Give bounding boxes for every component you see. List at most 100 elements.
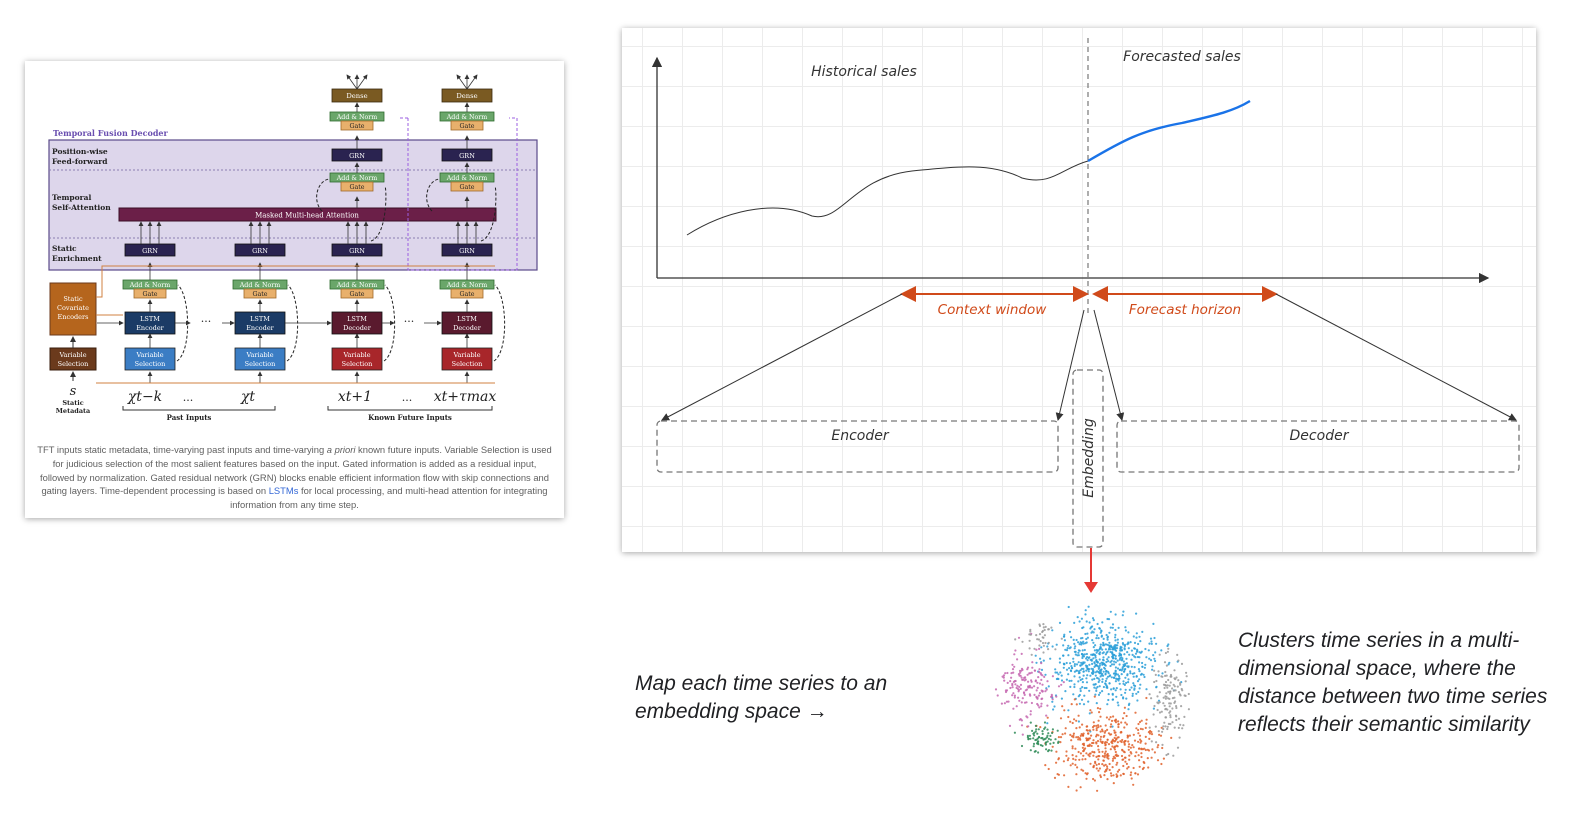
- gate-label: Gate: [459, 123, 474, 130]
- dense-label: Dense: [346, 92, 367, 100]
- skip-connection: [493, 284, 506, 362]
- gate-block: [340, 288, 374, 299]
- vs-label: Variable: [135, 351, 163, 359]
- decoder-box: [1116, 420, 1520, 473]
- vs-label: Selection: [245, 360, 276, 368]
- forecast-sketch: Historical sales Forecasted sales Contex…: [651, 38, 1520, 548]
- forecast-curve: [1087, 99, 1251, 163]
- dense-label: Dense: [456, 92, 477, 100]
- vs-label: Selection: [342, 360, 373, 368]
- gate-block: [340, 181, 374, 192]
- gate-label: Gate: [142, 291, 157, 298]
- layer-label: Static: [52, 244, 77, 253]
- embedding-box: [1072, 369, 1104, 548]
- static-metadata-label-2: Metadata: [56, 407, 91, 415]
- gate-label: Gate: [459, 184, 474, 191]
- caption-text: known future inputs. Variable Selection …: [40, 444, 552, 497]
- grn-label: GRN: [459, 152, 475, 160]
- layer-label: Temporal: [52, 193, 91, 202]
- grn-label: GRN: [459, 247, 475, 255]
- grn-label: GRN: [349, 152, 365, 160]
- embedding-to-scatter-arrow: [1084, 548, 1098, 593]
- forecast-sketch-card: Historical sales Forecasted sales Contex…: [622, 28, 1536, 552]
- static-covariate-encoders: [49, 282, 97, 336]
- encoder-box: [656, 420, 1059, 473]
- decoder-title: Temporal Fusion Decoder: [53, 128, 168, 138]
- skip-connection: [316, 178, 330, 212]
- embedding-label: Embedding: [1081, 418, 1097, 498]
- lstm-dots: ···: [404, 315, 415, 328]
- lstm-label: LSTM: [347, 315, 367, 323]
- gate-block: [450, 120, 484, 131]
- context-window-label: Context window: [938, 302, 1048, 318]
- lstm-label: LSTM: [457, 315, 477, 323]
- vs-label: Variable: [245, 351, 273, 359]
- lstms-link[interactable]: LSTMs: [268, 485, 299, 497]
- vs-label: Variable: [342, 351, 370, 359]
- layer-label: Feed-forward: [52, 157, 108, 166]
- gate-label: Gate: [349, 123, 364, 130]
- static-s-symbol: s: [70, 384, 77, 399]
- historical-curve: [686, 160, 1089, 236]
- add-norm-label: Add & Norm: [446, 282, 488, 289]
- output-arrow: [356, 74, 368, 90]
- known-future-label: Known Future Inputs: [368, 413, 452, 422]
- layer-label: Enrichment: [52, 254, 102, 263]
- input-x-t-plus-1: xt+1: [338, 389, 372, 405]
- gate-block: [450, 288, 484, 299]
- cluster-note: Clusters time series in a multi-dimensio…: [1238, 629, 1548, 736]
- lstm-label: Decoder: [453, 324, 482, 332]
- lstm-label: LSTM: [250, 315, 270, 323]
- masked-attention-block: [118, 207, 497, 222]
- static-enc-label-1: Static: [63, 295, 83, 303]
- lstm-label: Encoder: [246, 324, 274, 332]
- grn-label: GRN: [142, 247, 158, 255]
- add-norm-label: Add & Norm: [336, 114, 378, 121]
- gate-block: [243, 288, 277, 299]
- add-norm-label: Add & Norm: [446, 175, 488, 182]
- gate-label: Gate: [459, 291, 474, 298]
- caption-text: TFT inputs static metadata, time-varying…: [37, 444, 327, 455]
- masked-attention-label: Masked Multi-head Attention: [255, 212, 359, 220]
- gate-block: [450, 181, 484, 192]
- forecast-horizon-label: Forecast horizon: [1129, 302, 1241, 318]
- forecasted-sales-label: Forecasted sales: [1123, 49, 1241, 65]
- caption-italic: a priori: [326, 444, 356, 455]
- tft-architecture-card: Temporal Fusion Decoder Position-wise Fe…: [25, 61, 564, 518]
- historical-sales-label: Historical sales: [811, 64, 917, 80]
- output-arrow: [456, 74, 468, 90]
- static-vs-label-2: Selection: [58, 360, 89, 368]
- add-norm-label: Add & Norm: [336, 175, 378, 182]
- decoder-label: Decoder: [1290, 428, 1350, 444]
- vs-label: Selection: [135, 360, 166, 368]
- lstm-label: Encoder: [136, 324, 164, 332]
- skip-connection: [370, 185, 387, 242]
- gate-label: Gate: [252, 291, 267, 298]
- input-x-t-tau-max: xt+τmax: [434, 389, 497, 405]
- vs-label: Selection: [452, 360, 483, 368]
- lstm-label: LSTM: [140, 315, 160, 323]
- layer-label: Position-wise: [52, 147, 108, 156]
- static-metadata-label-1: Static: [62, 399, 83, 407]
- output-arrow: [466, 74, 478, 90]
- grn-label: GRN: [349, 247, 365, 255]
- gate-label: Gate: [349, 184, 364, 191]
- skip-connection: [480, 185, 497, 242]
- add-norm-label: Add & Norm: [239, 282, 281, 289]
- lstm-dots: ···: [201, 315, 212, 328]
- lstm-label: Decoder: [343, 324, 372, 332]
- input-dots: ...: [183, 391, 194, 404]
- skip-connection: [426, 178, 440, 212]
- map-note: Map each time series to an embedding spa…: [635, 672, 888, 723]
- static-enc-label-3: Encoders: [58, 313, 89, 321]
- static-enc-label-2: Covariate: [57, 304, 89, 312]
- tft-caption: TFT inputs static metadata, time-varying…: [37, 443, 552, 512]
- tft-diagram: Temporal Fusion Decoder Position-wise Fe…: [48, 74, 538, 422]
- input-chi-t-minus-k: χt−k: [127, 389, 162, 405]
- add-norm-label: Add & Norm: [446, 114, 488, 121]
- input-dots: ...: [402, 391, 413, 404]
- grn-label: GRN: [252, 247, 268, 255]
- input-chi-t: χt: [240, 389, 255, 405]
- embedding-scatter: [994, 605, 1190, 792]
- static-vs-label-1: Variable: [58, 351, 86, 359]
